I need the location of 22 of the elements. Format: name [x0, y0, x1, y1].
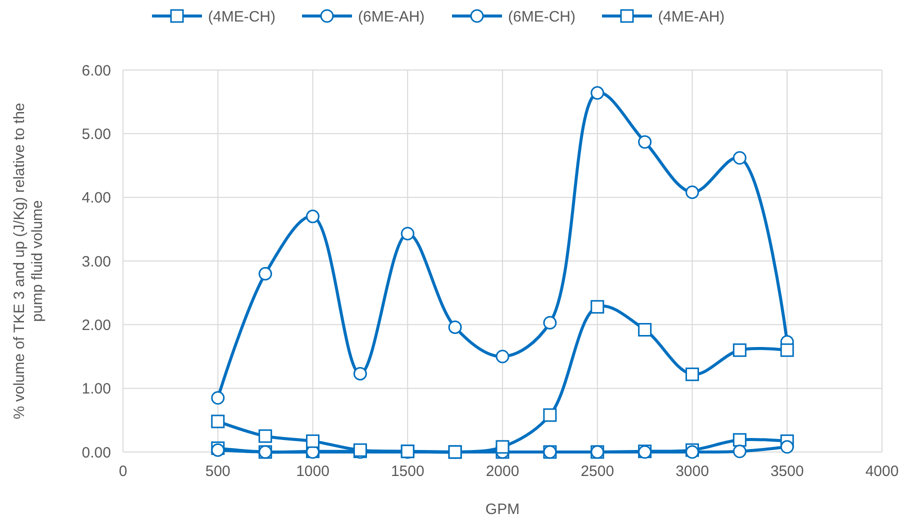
y-tick-label: 0.00 [82, 444, 111, 462]
x-tick-label: 2500 [580, 463, 614, 480]
y-axis-title: % volume of TKE 3 and up (J/Kg) relative to the pump fluid volume [11, 102, 46, 420]
x-tick-label: 1000 [296, 463, 330, 480]
y-tick-label: 5.00 [82, 126, 111, 143]
legend-label: (6ME-AH) [358, 8, 425, 26]
x-tick-label: 3000 [676, 463, 709, 480]
x-tick-label: 0 [118, 463, 128, 480]
x-tick-label: 500 [205, 463, 230, 480]
x-tick-label: 1500 [390, 463, 424, 480]
y-tick-label: 4.00 [82, 190, 111, 207]
x-tick-label: 3500 [770, 463, 804, 480]
y-tick-label: 2.00 [82, 316, 111, 334]
y-tick-label: 3.00 [82, 253, 111, 270]
y-tick-label: 6.00 [82, 62, 111, 80]
y-tick-label: 1.00 [82, 380, 111, 398]
legend-label: (4ME-CH) [208, 8, 276, 26]
x-axis-title: GPM [485, 501, 520, 518]
x-tick-label: 2000 [486, 463, 520, 480]
x-tick-label: 4000 [865, 463, 899, 480]
legend-label: (4ME-AH) [658, 8, 725, 26]
legend-label: (6ME-CH) [508, 8, 576, 26]
